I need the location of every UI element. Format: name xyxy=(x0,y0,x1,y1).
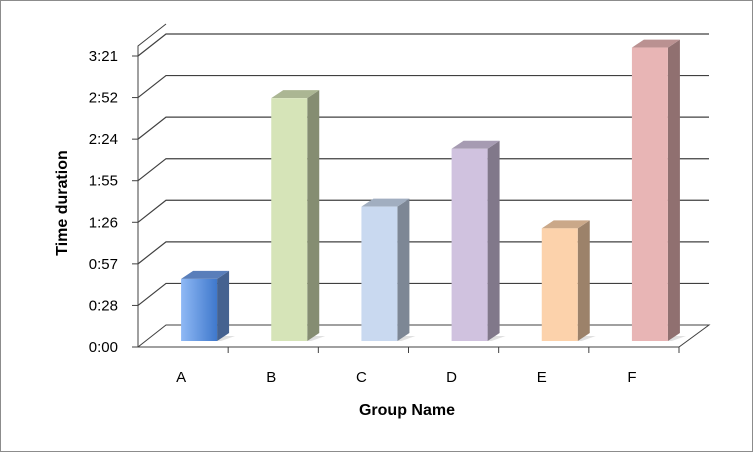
gridline xyxy=(137,241,709,265)
gridline xyxy=(137,33,709,57)
y-tick-label: 1:26 xyxy=(89,214,118,231)
bar-top xyxy=(631,39,680,48)
x-tick-label: C xyxy=(356,369,367,386)
bars xyxy=(181,39,686,342)
y-tick-label: 2:52 xyxy=(89,90,118,107)
y-tick-label: 0:28 xyxy=(89,297,118,314)
bar-top xyxy=(451,140,500,149)
bar-c xyxy=(361,198,416,341)
bar-front xyxy=(181,278,218,341)
x-tick-label: A xyxy=(176,369,186,386)
x-axis-title: Group Name xyxy=(359,402,455,419)
gridline xyxy=(137,199,709,223)
bar-front xyxy=(451,148,488,341)
bar-top xyxy=(541,220,590,229)
gridline xyxy=(137,282,709,306)
bar-side xyxy=(577,220,590,341)
y-tick-label: 2:24 xyxy=(89,131,118,148)
x-tick-label: F xyxy=(627,369,636,386)
y-axis-title: Time duration xyxy=(54,150,71,256)
bar-a xyxy=(181,270,236,341)
gridline xyxy=(137,158,709,182)
bar-b xyxy=(271,90,326,341)
bar-front xyxy=(361,206,398,341)
x-tick-label: E xyxy=(537,369,547,386)
y-tick-label: 0:00 xyxy=(89,339,118,356)
chart-side-wall xyxy=(137,23,167,347)
gridline xyxy=(137,74,709,99)
bar-side xyxy=(217,270,230,341)
x-axis-ticks: A B C D E F xyxy=(176,347,680,386)
y-tick-label: 1:55 xyxy=(89,173,118,190)
bar-top xyxy=(181,270,230,279)
gridlines xyxy=(137,33,709,306)
bar-side xyxy=(667,39,680,342)
y-axis-ticks: 0:00 0:28 0:57 1:26 1:55 2:24 2:52 3:21 xyxy=(89,48,138,356)
bar-front xyxy=(631,47,668,342)
bar-top xyxy=(271,90,320,99)
bar-e xyxy=(541,220,596,341)
bar-side xyxy=(487,140,500,341)
bar-side xyxy=(397,198,410,341)
gridline xyxy=(137,116,709,140)
bar-side xyxy=(307,90,320,341)
bar-front xyxy=(271,98,308,341)
bar-front xyxy=(541,228,578,341)
y-tick-label: 3:21 xyxy=(89,48,118,65)
bar-d xyxy=(451,140,506,341)
y-tick-label: 0:57 xyxy=(89,256,118,273)
bar-top xyxy=(361,198,410,207)
bar-f xyxy=(631,39,686,342)
x-tick-label: B xyxy=(266,369,276,386)
x-tick-label: D xyxy=(446,369,457,386)
